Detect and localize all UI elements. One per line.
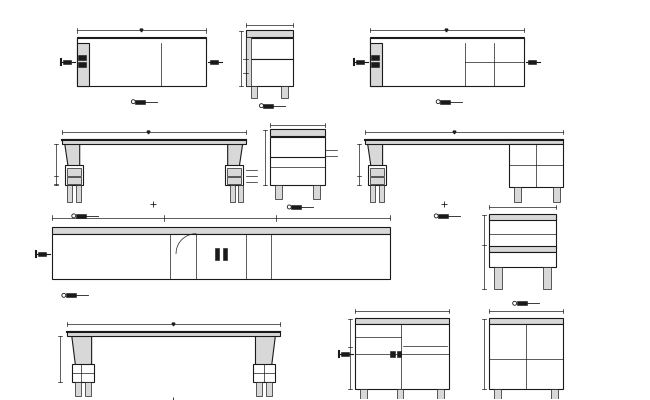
Bar [489,214,556,220]
Bar [227,177,240,184]
Bar [77,37,206,43]
Bar [368,165,385,185]
Bar [370,168,384,176]
Bar [494,267,502,289]
Bar [66,293,76,297]
Bar [514,187,521,202]
Bar [370,177,384,184]
Bar [365,140,564,144]
Bar [509,144,564,187]
Bar [52,227,389,234]
Bar [370,185,374,202]
Bar [370,37,524,43]
Bar [254,364,276,382]
Bar [313,185,320,199]
Bar [63,60,71,64]
Bar [276,185,282,199]
Bar [76,214,86,218]
Bar [67,177,81,184]
Bar [396,351,402,357]
Bar [396,389,404,400]
Bar [263,104,274,108]
Bar [528,60,536,64]
Bar [257,382,263,396]
Bar [77,38,206,86]
Bar [356,60,364,64]
Bar [291,205,301,209]
Bar [370,62,378,67]
Bar [77,43,88,86]
Bar [489,215,556,248]
Bar [65,165,83,185]
Bar [225,165,242,185]
Bar [214,248,219,260]
Bar [72,364,94,382]
Bar [378,185,383,202]
Bar [370,55,378,60]
Bar [246,38,293,59]
Bar [75,382,81,396]
Bar [76,185,81,202]
Bar [341,352,349,356]
Bar [489,318,564,324]
Bar [553,187,560,202]
Bar [84,382,90,396]
Bar [270,157,325,185]
Bar [517,301,526,305]
Bar [438,214,448,218]
Bar [266,382,272,396]
Polygon shape [72,336,92,376]
Bar [489,324,564,389]
Bar [78,62,86,67]
Polygon shape [255,336,276,376]
Bar [78,55,86,60]
Bar [223,248,227,260]
Bar [246,37,250,86]
Polygon shape [227,144,242,178]
Bar [67,331,280,336]
Bar [67,185,72,202]
Bar [38,252,46,256]
Bar [67,168,81,176]
Bar [440,100,450,104]
Bar [246,59,293,86]
Bar [238,185,242,202]
Bar [227,168,240,176]
Bar [543,267,551,289]
Bar [355,318,449,324]
Polygon shape [368,144,383,178]
Polygon shape [65,144,80,178]
Bar [370,43,382,86]
Bar [246,30,293,37]
Bar [270,138,325,158]
Bar [270,130,325,136]
Bar [551,389,558,400]
Bar [494,389,500,400]
Bar [359,389,367,400]
Bar [250,86,257,98]
Bar [437,389,444,400]
Bar [210,60,218,64]
Bar [229,185,235,202]
Bar [62,140,246,144]
Bar [52,234,389,280]
Bar [135,100,145,104]
Bar [489,246,556,252]
Bar [281,86,288,98]
Bar [355,324,449,389]
Bar [370,38,524,86]
Bar [489,252,556,267]
Bar [389,351,395,357]
